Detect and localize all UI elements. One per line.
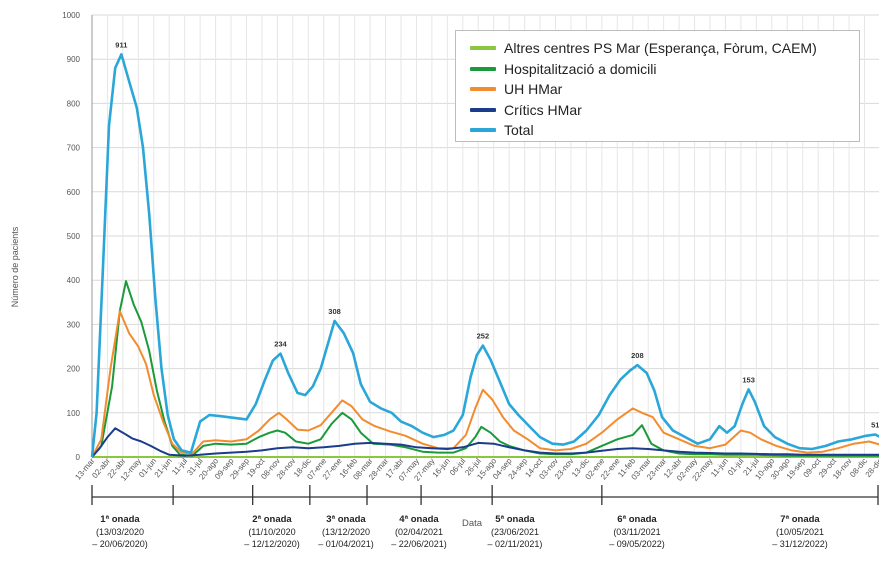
chart-legend: Altres centres PS Mar (Esperança, Fòrum,…: [455, 30, 860, 142]
y-tick-label: 500: [67, 232, 81, 241]
wave-4-label: 4ª onada (02/04/2021– 22/06/2021): [391, 514, 447, 549]
peak-label: 51: [871, 420, 879, 429]
y-tick-label: 200: [67, 365, 81, 374]
legend-swatch-hosp-domicili: [470, 66, 496, 71]
y-tick-label: 0: [76, 453, 81, 462]
legend-label-critics: Crítics HMar: [504, 101, 582, 118]
wave-1-label: 1ª onada (13/03/2020– 20/06/2020): [92, 514, 148, 549]
peak-label: 234: [274, 340, 287, 349]
y-tick-label: 700: [67, 144, 81, 153]
x-tick-label: 01-jul: [726, 456, 746, 477]
series-line-4: [90, 53, 879, 458]
y-tick-label: 100: [67, 409, 81, 418]
peak-label: 911: [115, 40, 127, 49]
peak-label: 153: [742, 375, 755, 384]
legend-swatch-uh-hmar: [470, 87, 496, 92]
legend-item-critics: Crítics HMar: [470, 100, 859, 121]
series-line-1: [91, 280, 879, 458]
legend-item-altres: Altres centres PS Mar (Esperança, Fòrum,…: [470, 38, 859, 59]
peak-label: 308: [328, 307, 341, 316]
x-tick-label: 21-jun: [153, 457, 174, 480]
wave-7-label: 7ª onada (10/05/2021– 31/12/2022): [772, 514, 828, 549]
y-tick-label: 900: [67, 55, 81, 64]
legend-label-uh-hmar: UH HMar: [504, 81, 563, 98]
peak-label: 252: [477, 332, 490, 341]
legend-item-uh-hmar: UH HMar: [470, 79, 859, 100]
wave-2-label: 2ª onada (11/10/2020– 12/12/2020): [244, 514, 300, 549]
x-tick-label: 06-jul: [448, 456, 468, 477]
y-tick-label: 300: [67, 320, 81, 329]
y-tick-label: 400: [67, 276, 81, 285]
wave-6-label: 6ª onada (03/11/2021– 09/05/2022): [609, 514, 665, 549]
x-tick-label: 11-jun: [709, 457, 730, 479]
legend-label-hosp-domicili: Hospitalització a domicili: [504, 60, 657, 77]
peak-label: 208: [631, 351, 644, 360]
wave-3-label: 3ª onada (13/12/2020– 01/04/2021): [318, 514, 374, 549]
legend-swatch-altres: [470, 46, 496, 51]
y-tick-label: 600: [67, 188, 81, 197]
legend-item-total: Total: [470, 120, 859, 141]
y-tick-label: 800: [67, 99, 81, 108]
legend-label-altres: Altres centres PS Mar (Esperança, Fòrum,…: [504, 40, 817, 57]
legend-swatch-critics: [470, 107, 496, 112]
legend-item-hosp-domicili: Hospitalització a domicili: [470, 59, 859, 80]
x-axis-label: Data: [462, 518, 483, 529]
legend-swatch-total: [470, 128, 496, 133]
series-line-3: [91, 427, 879, 458]
x-tick-label: 16-jun: [431, 457, 452, 480]
y-tick-label: 1000: [62, 11, 80, 20]
legend-label-total: Total: [504, 122, 534, 139]
wave-5-label: 5ª onada (23/06/2021– 02/11/2021): [487, 514, 543, 549]
y-axis-label: Número de pacients: [10, 226, 20, 308]
